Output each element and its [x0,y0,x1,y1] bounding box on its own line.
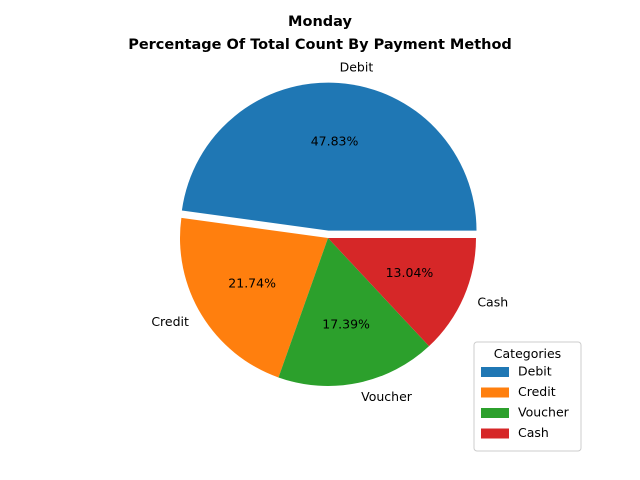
slice-label-debit: Debit [340,60,374,75]
legend: Categories Debit Credit Voucher Cash [473,341,582,452]
legend-label-credit: Credit [518,384,556,399]
slice-label-voucher: Voucher [361,389,413,404]
percent-label-voucher: 17.39% [322,316,370,331]
pie-slice-debit [181,82,477,231]
legend-swatch-cash [481,428,509,439]
legend-label-voucher: Voucher [518,405,570,420]
legend-swatch-credit [481,387,509,398]
legend-title: Categories [494,346,561,361]
percent-label-credit: 21.74% [228,276,276,291]
slice-label-credit: Credit [151,314,189,329]
percent-label-debit: 47.83% [311,134,359,149]
legend-label-debit: Debit [518,364,552,379]
pie-labels: Debit 47.83% Credit 21.74% Voucher 17.39% Cash… [151,60,508,404]
legend-label-cash: Cash [518,425,549,440]
chart-subtitle: Percentage Of Total Count By Payment Met… [128,37,512,53]
pie-slice-voucher [278,238,430,386]
legend-items: Debit Credit Voucher Cash [481,364,570,440]
legend-swatch-debit [481,367,509,377]
legend-swatch-voucher [481,408,509,418]
pie-slices [180,82,477,386]
chart-title: Monday [288,14,352,30]
percent-label-cash: 13.04% [386,265,434,280]
pie-slice-credit [180,217,328,378]
slice-label-cash: Cash [477,294,508,309]
pie-slice-cash [328,238,476,347]
